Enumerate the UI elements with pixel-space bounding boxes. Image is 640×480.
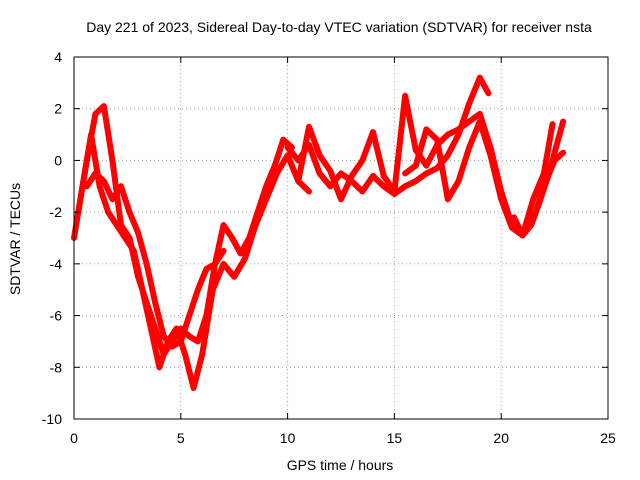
y-tick-label: -10 <box>42 411 62 427</box>
x-tick-label: 10 <box>280 430 296 446</box>
plot-frame <box>73 56 609 420</box>
plus-markers <box>511 118 567 239</box>
x-tick-label: 5 <box>177 430 185 446</box>
series-sat-e <box>295 92 567 236</box>
series-sat-g <box>511 118 567 239</box>
x-tick-label: 0 <box>70 430 78 446</box>
chart-title: Day 221 of 2023, Sidereal Day-to-day VTE… <box>86 19 592 35</box>
data-series <box>71 74 567 391</box>
series-sat-c <box>83 170 227 350</box>
y-tick-label: -6 <box>50 308 63 324</box>
y-axis-label: SDTVAR / TECUs <box>7 183 23 295</box>
y-tick-label: -8 <box>50 359 63 375</box>
series-line <box>75 103 295 358</box>
x-tick-label: 20 <box>493 430 509 446</box>
y-tick-label: -2 <box>50 204 63 220</box>
axis-ticks: 0 5 10 15 20 25 -10 -8 -6 -4 -2 0 2 4 <box>42 49 616 446</box>
y-tick-label: 2 <box>54 101 62 117</box>
y-tick-label: -4 <box>50 256 63 272</box>
plus-markers <box>295 92 567 236</box>
x-tick-label: 25 <box>600 430 616 446</box>
y-tick-label: 4 <box>54 49 62 65</box>
x-tick-label: 15 <box>387 430 403 446</box>
grid-lines <box>74 57 608 419</box>
y-tick-label: 0 <box>54 152 62 168</box>
series-line <box>284 74 492 197</box>
plus-markers <box>83 170 227 350</box>
x-axis-label: GPS time / hours <box>287 457 394 473</box>
